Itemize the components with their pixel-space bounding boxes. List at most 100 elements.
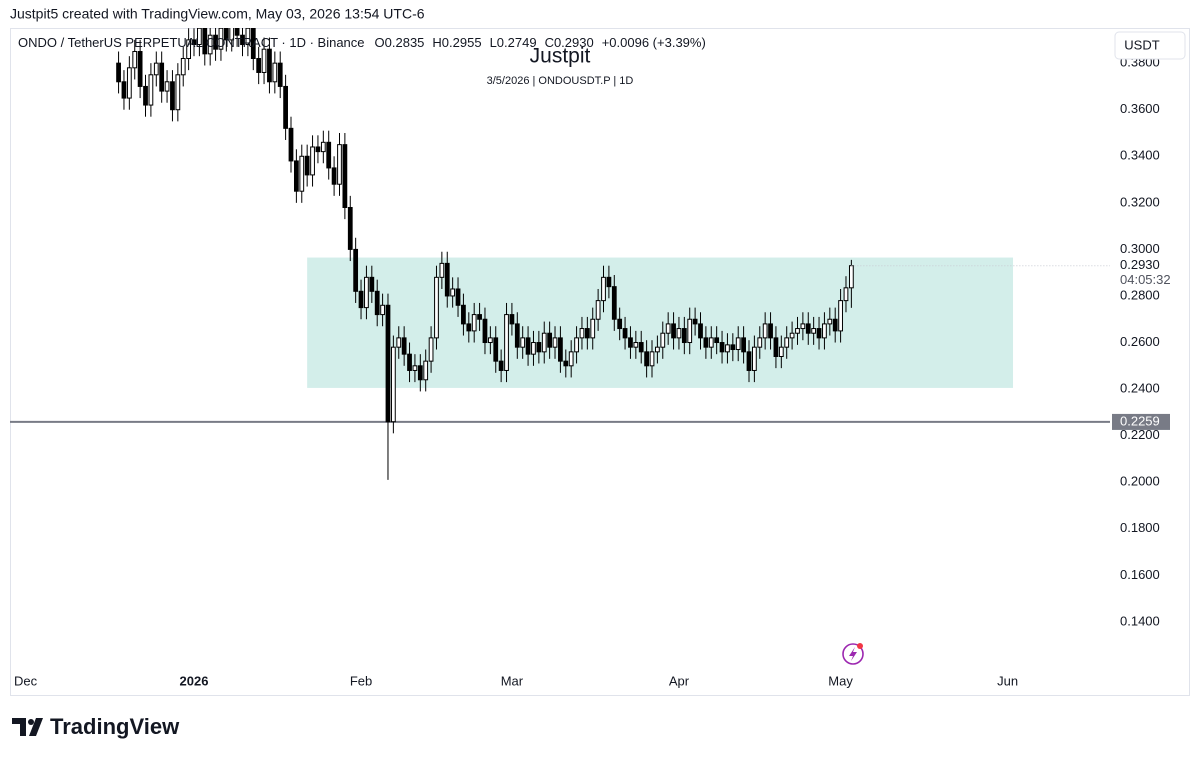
- x-tick-label: Feb: [350, 673, 372, 688]
- candle-body: [439, 262, 445, 278]
- candle-body: [531, 342, 536, 355]
- candle-body: [240, 34, 245, 46]
- currency-button[interactable]: USDT: [1114, 31, 1186, 60]
- plot-area: [10, 28, 1110, 480]
- candle-body: [299, 155, 305, 192]
- legend: ONDO / TetherUS PERPETUAL CONTRACT · 1D …: [18, 35, 706, 50]
- candle-body: [132, 51, 138, 69]
- candle-body: [579, 328, 585, 339]
- candle-body: [536, 342, 542, 353]
- y-tick-label: 0.2600: [1120, 334, 1160, 349]
- candle-body: [353, 248, 359, 292]
- ohlc: C0.2930: [545, 35, 594, 50]
- y-tick-label: 0.2000: [1120, 474, 1160, 489]
- candle-body: [364, 276, 369, 309]
- y-tick-label: 0.3600: [1120, 101, 1160, 116]
- candle-body: [568, 351, 574, 367]
- y-tick-label: 0.1600: [1120, 567, 1160, 582]
- x-tick-label: May: [828, 673, 853, 688]
- event-icon[interactable]: [842, 643, 864, 665]
- candle-body: [848, 265, 854, 289]
- symbol: ONDO / TetherUS PERPETUAL CONTRACT · 1D …: [18, 35, 365, 50]
- candle-body: [504, 314, 509, 371]
- candle-body: [671, 323, 676, 339]
- candle-body: [477, 314, 482, 320]
- candle-body: [509, 314, 515, 325]
- y-tick-label: 0.1400: [1120, 613, 1160, 628]
- y-tick-label: 0.3400: [1120, 148, 1160, 163]
- candle-body: [665, 323, 671, 334]
- x-tick-label: Mar: [501, 673, 524, 688]
- candle-body: [800, 323, 806, 330]
- candle-body: [525, 337, 531, 355]
- ohlc: H0.2955: [432, 35, 481, 50]
- candle-body: [730, 344, 736, 351]
- candle-body: [590, 318, 596, 339]
- candle-body: [751, 346, 757, 371]
- candle-body: [116, 62, 121, 83]
- candle-body: [234, 28, 240, 36]
- candle-body: [320, 141, 326, 153]
- x-tick-label: Dec: [14, 673, 38, 688]
- candle-body: [428, 337, 434, 362]
- ohlc: O0.2835: [375, 35, 425, 50]
- candle-body: [703, 337, 709, 348]
- candle-body: [628, 337, 633, 348]
- candle-body: [293, 160, 299, 192]
- candle-body: [757, 337, 763, 348]
- candle-body: [450, 288, 456, 297]
- candle-body: [649, 351, 655, 367]
- icon-dot[interactable]: [857, 643, 863, 649]
- candle-body: [461, 304, 466, 325]
- candle-body: [256, 57, 262, 73]
- candle-body: [655, 346, 660, 353]
- candle-body: [708, 337, 714, 348]
- candle-body: [558, 337, 563, 362]
- candle-body: [218, 28, 224, 50]
- candle-body: [471, 314, 477, 332]
- x-tick-label: 2026: [180, 673, 209, 688]
- candle-body: [126, 67, 132, 99]
- y-tick-label: 0.2800: [1120, 287, 1160, 302]
- candle-body: [719, 342, 725, 353]
- y-tick-label: 0.1800: [1120, 520, 1160, 535]
- candle-body: [681, 328, 687, 344]
- candle-body: [267, 48, 272, 83]
- last-price-label: 0.2930: [1120, 257, 1160, 272]
- candle-body: [617, 318, 623, 330]
- candle-body: [552, 337, 558, 348]
- y-tick-label: 0.2200: [1120, 427, 1160, 442]
- header: Justpit5 created with TradingView.com, M…: [10, 6, 425, 22]
- candle-body: [595, 300, 601, 320]
- candle-body: [816, 328, 822, 339]
- candle-body: [832, 318, 838, 332]
- y-tick-label: 0.2400: [1120, 381, 1160, 396]
- candle-body: [186, 39, 192, 59]
- candle-body: [137, 51, 143, 87]
- candle-body: [768, 323, 773, 339]
- candle-body: [202, 28, 208, 55]
- candle-body: [563, 360, 569, 367]
- icon-bolt[interactable]: [849, 647, 857, 661]
- candle-body: [741, 337, 746, 353]
- candle-body: [584, 328, 590, 339]
- currency-label[interactable]: USDT: [1124, 37, 1159, 52]
- button-bg[interactable]: [1114, 31, 1186, 60]
- candle-body: [412, 365, 418, 371]
- candle-body: [175, 74, 181, 111]
- ohlc: L0.2749: [490, 35, 537, 50]
- axes: 0.1400 0.1600 0.1800 0.2000 0.2200 0.2400 0.26…: [14, 55, 1171, 689]
- candle-body: [644, 351, 650, 367]
- candle-body: [601, 276, 606, 302]
- candle-body: [277, 62, 283, 87]
- candle-body: [687, 318, 693, 344]
- candle-body: [272, 62, 278, 83]
- candle-body: [385, 304, 391, 423]
- candle-body: [143, 85, 148, 106]
- candle-body: [229, 28, 235, 41]
- candle-body: [466, 323, 472, 332]
- candle-body: [207, 34, 213, 55]
- candle-body: [396, 337, 402, 348]
- level-label-bg: [1112, 413, 1170, 430]
- level-label: 0.2259: [1120, 413, 1160, 428]
